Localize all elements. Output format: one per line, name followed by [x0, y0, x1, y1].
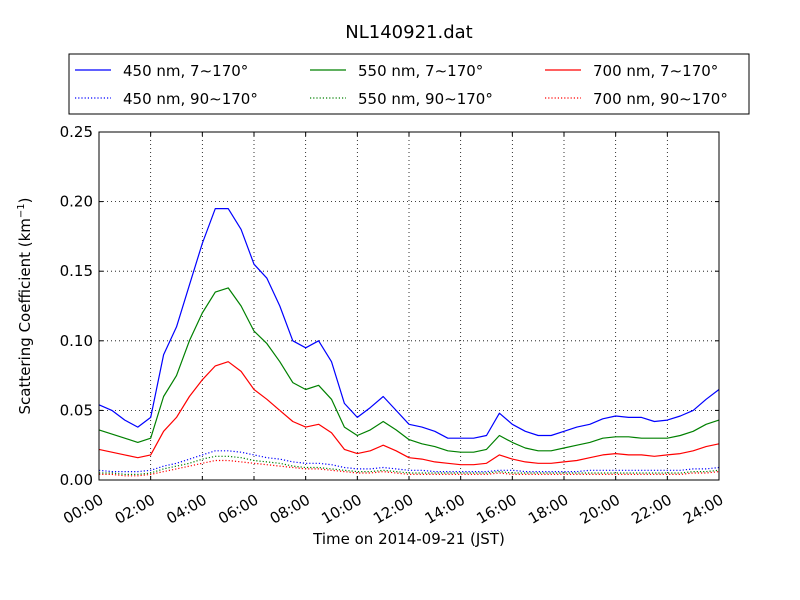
x-axis-label: Time on 2014-09-21 (JST) — [312, 530, 505, 548]
series-line-3 — [98, 450, 720, 473]
y-tick-label: 0.25 — [60, 123, 93, 141]
series-line-5 — [99, 459, 720, 477]
legend-label-1: 550 nm, 7∼170° — [358, 62, 483, 80]
y-tick-label: 0.05 — [60, 401, 93, 419]
legend-label-4: 550 nm, 90∼170° — [358, 90, 493, 108]
legend: 450 nm, 7∼170° 550 nm, 7∼170° 700 nm, 7∼17… — [68, 53, 750, 115]
y-tick-label: 0.00 — [60, 471, 93, 489]
y-axis-label-prefix: Scattering Coefficient (km — [16, 218, 34, 414]
y-axis-label-superscript: −1 — [16, 203, 27, 218]
series-line-1 — [98, 287, 720, 453]
legend-label-5: 700 nm, 90∼170° — [593, 90, 728, 108]
y-tick-label: 0.15 — [60, 262, 93, 280]
legend-frame — [68, 53, 750, 115]
y-axis-label-suffix: ) — [16, 197, 34, 203]
legend-label-0: 450 nm, 7∼170° — [123, 62, 248, 80]
series-line-2 — [98, 361, 720, 466]
y-tick-label: 0.20 — [60, 193, 93, 211]
series-line-0 — [98, 208, 720, 439]
legend-entries: 450 nm, 7∼170° 550 nm, 7∼170° 700 nm, 7∼17… — [75, 62, 728, 108]
chart-title: NL140921.dat — [345, 22, 472, 43]
series-lines — [98, 208, 720, 477]
series-line-4 — [99, 455, 720, 475]
legend-label-3: 450 nm, 90∼170° — [123, 90, 258, 108]
legend-label-2: 700 nm, 7∼170° — [593, 62, 718, 80]
gridlines — [99, 132, 719, 480]
y-tick-label: 0.10 — [60, 332, 93, 350]
y-axis-label: Scattering Coefficient (km−1) — [16, 197, 34, 414]
